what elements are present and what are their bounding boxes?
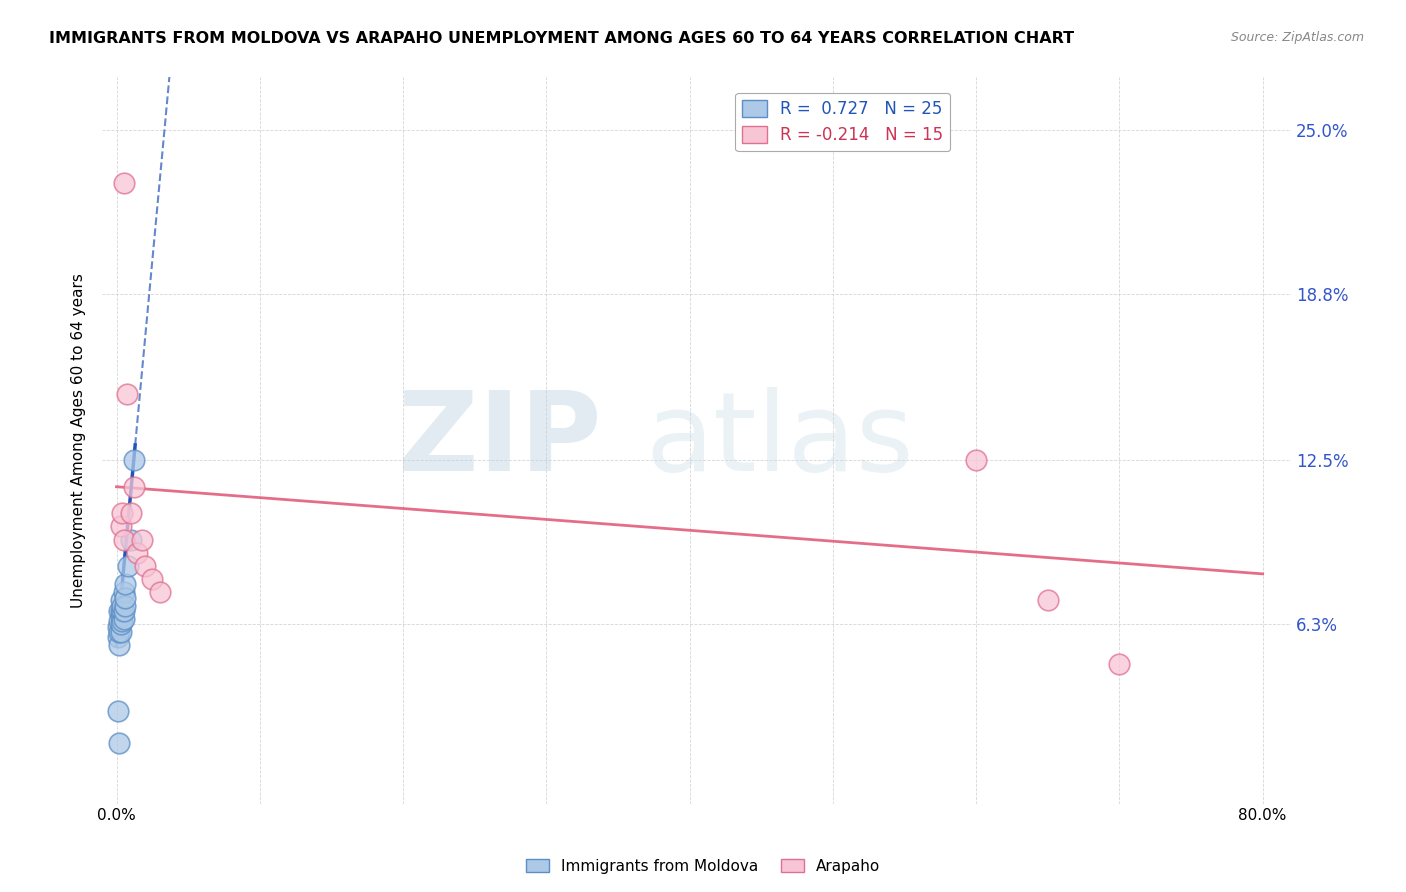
Point <box>112 585 135 599</box>
Point <box>108 615 131 629</box>
Point <box>117 558 139 573</box>
Point <box>107 704 129 718</box>
Point <box>110 604 132 618</box>
Text: IMMIGRANTS FROM MOLDOVA VS ARAPAHO UNEMPLOYMENT AMONG AGES 60 TO 64 YEARS CORREL: IMMIGRANTS FROM MOLDOVA VS ARAPAHO UNEMP… <box>49 31 1074 46</box>
Point <box>108 736 131 750</box>
Point <box>110 609 132 624</box>
Point <box>115 387 138 401</box>
Point <box>131 533 153 547</box>
Point <box>111 615 134 629</box>
Legend: Immigrants from Moldova, Arapaho: Immigrants from Moldova, Arapaho <box>520 853 886 880</box>
Point <box>111 506 134 520</box>
Point <box>134 558 156 573</box>
Point <box>108 638 131 652</box>
Point <box>141 572 163 586</box>
Point <box>110 593 132 607</box>
Point <box>120 506 142 520</box>
Point <box>122 480 145 494</box>
Point <box>1108 657 1130 671</box>
Point <box>125 546 148 560</box>
Point <box>114 591 136 605</box>
Point <box>1036 593 1059 607</box>
Point <box>965 453 987 467</box>
Point <box>114 577 136 591</box>
Text: Source: ZipAtlas.com: Source: ZipAtlas.com <box>1230 31 1364 45</box>
Y-axis label: Unemployment Among Ages 60 to 64 years: Unemployment Among Ages 60 to 64 years <box>72 273 86 608</box>
Point <box>114 599 136 613</box>
Point <box>111 599 134 613</box>
Point <box>107 630 129 644</box>
Text: ZIP: ZIP <box>398 387 602 494</box>
Point <box>122 453 145 467</box>
Point <box>112 533 135 547</box>
Point <box>120 533 142 547</box>
Point <box>110 519 132 533</box>
Text: atlas: atlas <box>645 387 914 494</box>
Point <box>112 176 135 190</box>
Point <box>112 604 135 618</box>
Point <box>108 624 131 639</box>
Point <box>108 604 131 618</box>
Point <box>112 612 135 626</box>
Point <box>110 617 132 632</box>
Point <box>148 585 170 599</box>
Legend: R =  0.727   N = 25, R = -0.214   N = 15: R = 0.727 N = 25, R = -0.214 N = 15 <box>735 93 950 151</box>
Point <box>111 604 134 618</box>
Point <box>110 624 132 639</box>
Point <box>107 620 129 634</box>
